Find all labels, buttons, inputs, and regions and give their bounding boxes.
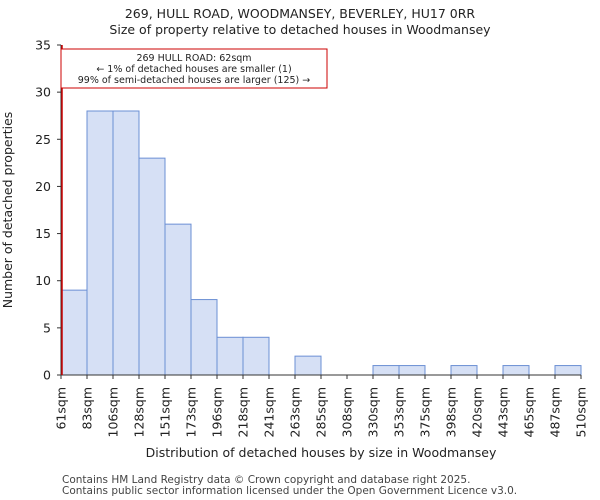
y-tick-label: 30 (35, 85, 51, 100)
histogram-bar (112, 110, 140, 376)
x-tick-label: 465sqm (522, 387, 537, 437)
y-tick-label: 10 (35, 273, 51, 288)
histogram-bar (372, 365, 400, 376)
chart-title-line1: 269, HULL ROAD, WOODMANSEY, BEVERLEY, HU… (124, 6, 476, 21)
histogram-bar (86, 110, 114, 376)
y-tick-label: 35 (35, 38, 51, 53)
x-tick-label: 510sqm (574, 387, 589, 437)
footer-line1: Contains HM Land Registry data © Crown c… (62, 474, 471, 486)
x-tick-label: 420sqm (470, 387, 485, 437)
x-tick-label: 61sqm (54, 387, 69, 430)
chart-title-line2: Size of property relative to detached ho… (109, 22, 491, 37)
x-tick-label: 330sqm (366, 387, 381, 437)
histogram-bar (242, 336, 270, 376)
x-tick-label: 487sqm (548, 387, 563, 437)
x-tick-label: 83sqm (80, 387, 95, 430)
annotation-text-line: ← 1% of detached houses are smaller (1) (96, 64, 291, 75)
x-axis-title: Distribution of detached houses by size … (146, 445, 497, 460)
x-tick-label: 151sqm (158, 387, 173, 437)
y-tick-label: 20 (35, 179, 51, 194)
y-tick-label: 5 (43, 320, 51, 335)
y-tick-label: 0 (43, 368, 51, 383)
histogram-bar (60, 289, 88, 376)
x-tick-label: 285sqm (314, 387, 329, 437)
histogram-bar (216, 336, 244, 376)
x-tick-label: 398sqm (444, 387, 459, 437)
annotation-text-line: 99% of semi-detached houses are larger (… (78, 75, 311, 86)
histogram-bar (164, 223, 192, 376)
x-tick-label: 353sqm (392, 387, 407, 437)
x-tick-label: 218sqm (236, 387, 251, 437)
x-tick-label: 173sqm (184, 387, 199, 437)
x-tick-label: 443sqm (496, 387, 511, 437)
y-tick-label: 15 (35, 226, 51, 241)
histogram-bar (502, 365, 530, 376)
x-tick-label: 308sqm (340, 387, 355, 437)
footer-line2: Contains public sector information licen… (62, 485, 518, 497)
y-axis-title: Number of detached properties (0, 112, 15, 309)
annotation-text-line: 269 HULL ROAD: 62sqm (136, 53, 251, 64)
x-tick-label: 128sqm (132, 387, 147, 437)
histogram-bar (294, 355, 322, 376)
x-tick-label: 263sqm (288, 387, 303, 437)
histogram-bar (554, 365, 582, 376)
x-tick-label: 375sqm (418, 387, 433, 437)
histogram-bar (450, 365, 478, 376)
histogram-bar (398, 365, 426, 376)
histogram-bar (138, 157, 166, 376)
x-tick-label: 106sqm (106, 387, 121, 437)
y-tick-label: 25 (35, 132, 51, 147)
histogram-bar (190, 299, 218, 376)
x-tick-label: 196sqm (210, 387, 225, 437)
x-tick-label: 241sqm (262, 387, 277, 437)
annotation-box (60, 48, 328, 89)
